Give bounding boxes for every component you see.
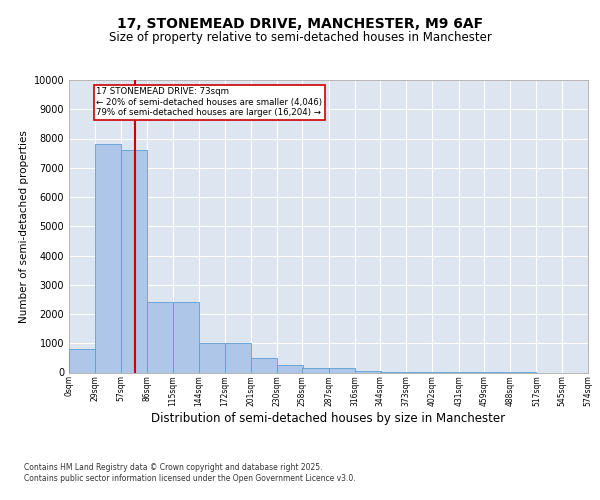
Bar [224,343,251,372]
Bar [199,343,226,372]
X-axis label: Distribution of semi-detached houses by size in Manchester: Distribution of semi-detached houses by … [151,412,506,424]
Bar [121,150,147,372]
Bar [251,358,277,372]
Bar [302,368,329,372]
Text: 17 STONEMEAD DRIVE: 73sqm
← 20% of semi-detached houses are smaller (4,046)
79% : 17 STONEMEAD DRIVE: 73sqm ← 20% of semi-… [96,88,322,117]
Bar [355,371,381,372]
Text: Contains HM Land Registry data © Crown copyright and database right 2025.: Contains HM Land Registry data © Crown c… [24,462,323,471]
Bar [95,144,121,372]
Bar [329,368,355,372]
Text: Size of property relative to semi-detached houses in Manchester: Size of property relative to semi-detach… [109,31,491,44]
Y-axis label: Number of semi-detached properties: Number of semi-detached properties [19,130,29,322]
Text: 17, STONEMEAD DRIVE, MANCHESTER, M9 6AF: 17, STONEMEAD DRIVE, MANCHESTER, M9 6AF [117,18,483,32]
Bar [69,349,95,372]
Bar [277,365,303,372]
Text: Contains public sector information licensed under the Open Government Licence v3: Contains public sector information licen… [24,474,356,483]
Bar [173,302,199,372]
Bar [147,302,173,372]
